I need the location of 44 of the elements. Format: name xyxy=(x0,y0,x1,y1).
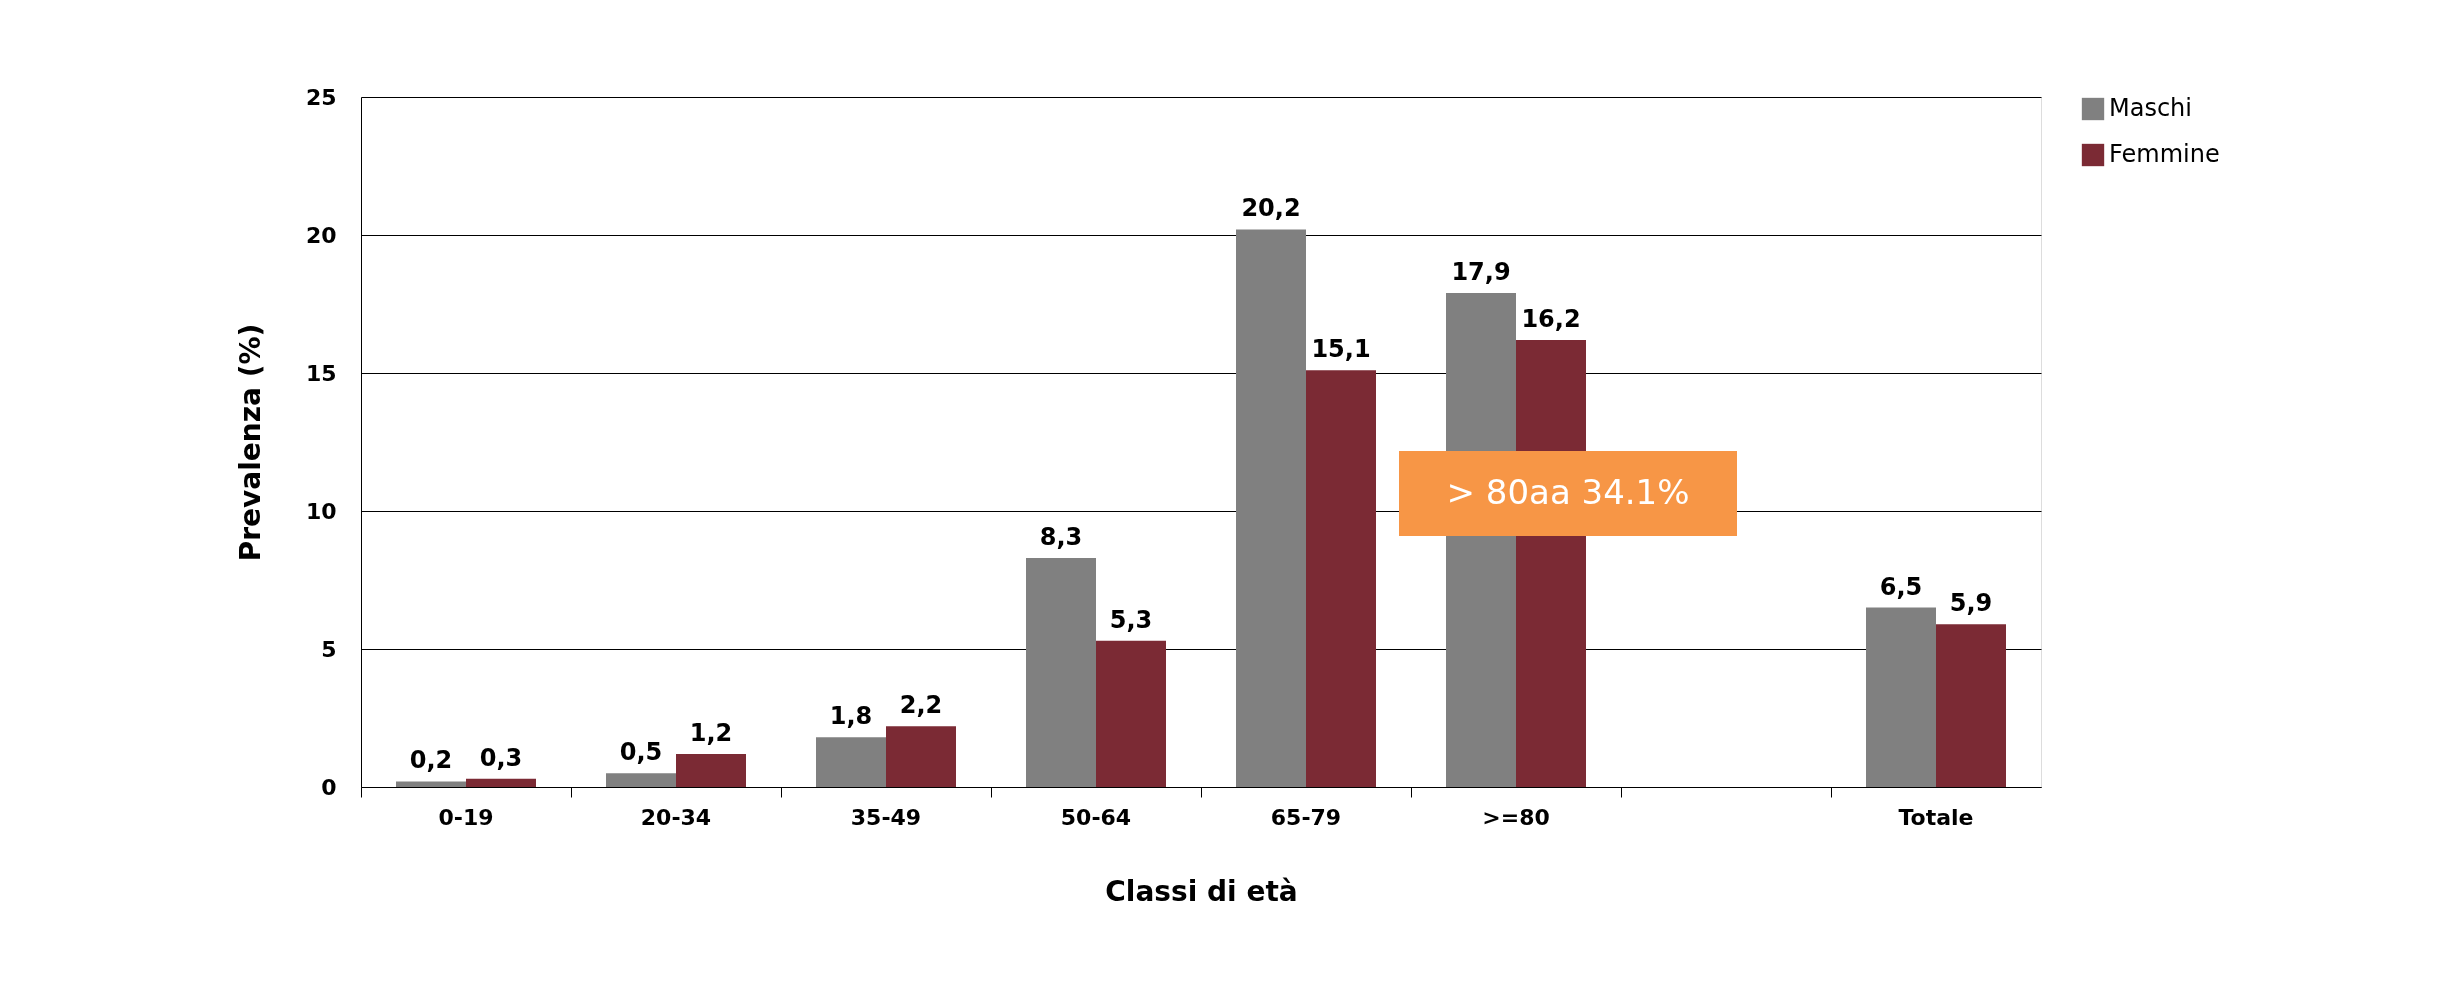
data-label: 16,2 xyxy=(1521,304,1581,333)
data-label: 5,9 xyxy=(1949,589,1993,618)
x-tick-label: 65-79 xyxy=(1270,804,1342,830)
x-tick-label: Totale xyxy=(1898,804,1974,830)
annotation: > 80aa 34.1% xyxy=(1446,472,1690,512)
legend-label: Femmine xyxy=(2109,140,2220,168)
x-tick-label: 50-64 xyxy=(1060,804,1132,830)
bar xyxy=(1026,557,1096,787)
bar xyxy=(1936,624,2006,787)
x-axis-title: Classi di età xyxy=(1105,874,1298,908)
y-tick-label: 25 xyxy=(305,84,337,110)
bar xyxy=(1236,229,1306,787)
y-axis-title: Prevalenza (%) xyxy=(233,323,267,562)
bar xyxy=(816,737,886,787)
y-tick-label: 0 xyxy=(321,774,337,800)
x-tick-label: >=80 xyxy=(1482,804,1550,830)
y-tick-label: 15 xyxy=(305,360,337,386)
bar xyxy=(676,753,746,787)
bar xyxy=(466,778,536,787)
y-tick-label: 20 xyxy=(305,222,337,248)
data-label: 20,2 xyxy=(1241,194,1301,223)
x-tick-label: 20-34 xyxy=(640,804,712,830)
bar xyxy=(396,781,466,787)
bar xyxy=(606,773,676,787)
data-label: 0,3 xyxy=(479,743,523,772)
x-tick-label: 0-19 xyxy=(438,804,494,830)
data-label: 1,8 xyxy=(829,702,873,731)
data-label: 2,2 xyxy=(899,691,943,720)
data-label: 0,5 xyxy=(619,738,663,767)
y-tick-label: 5 xyxy=(321,636,337,662)
bar xyxy=(1096,640,1166,787)
data-label: 15,1 xyxy=(1311,335,1371,364)
data-label: 17,9 xyxy=(1451,257,1511,286)
bar xyxy=(1306,370,1376,787)
data-label: 5,3 xyxy=(1109,605,1153,634)
data-label: 1,2 xyxy=(689,718,733,747)
x-tick-label: 35-49 xyxy=(850,804,922,830)
data-label: 0,2 xyxy=(409,746,453,775)
data-label: 8,3 xyxy=(1039,522,1083,551)
bar xyxy=(886,726,956,787)
data-label: 6,5 xyxy=(1879,572,1923,601)
y-tick-label: 10 xyxy=(305,498,337,524)
bar xyxy=(1866,607,1936,787)
legend-label: Maschi xyxy=(2109,94,2192,122)
